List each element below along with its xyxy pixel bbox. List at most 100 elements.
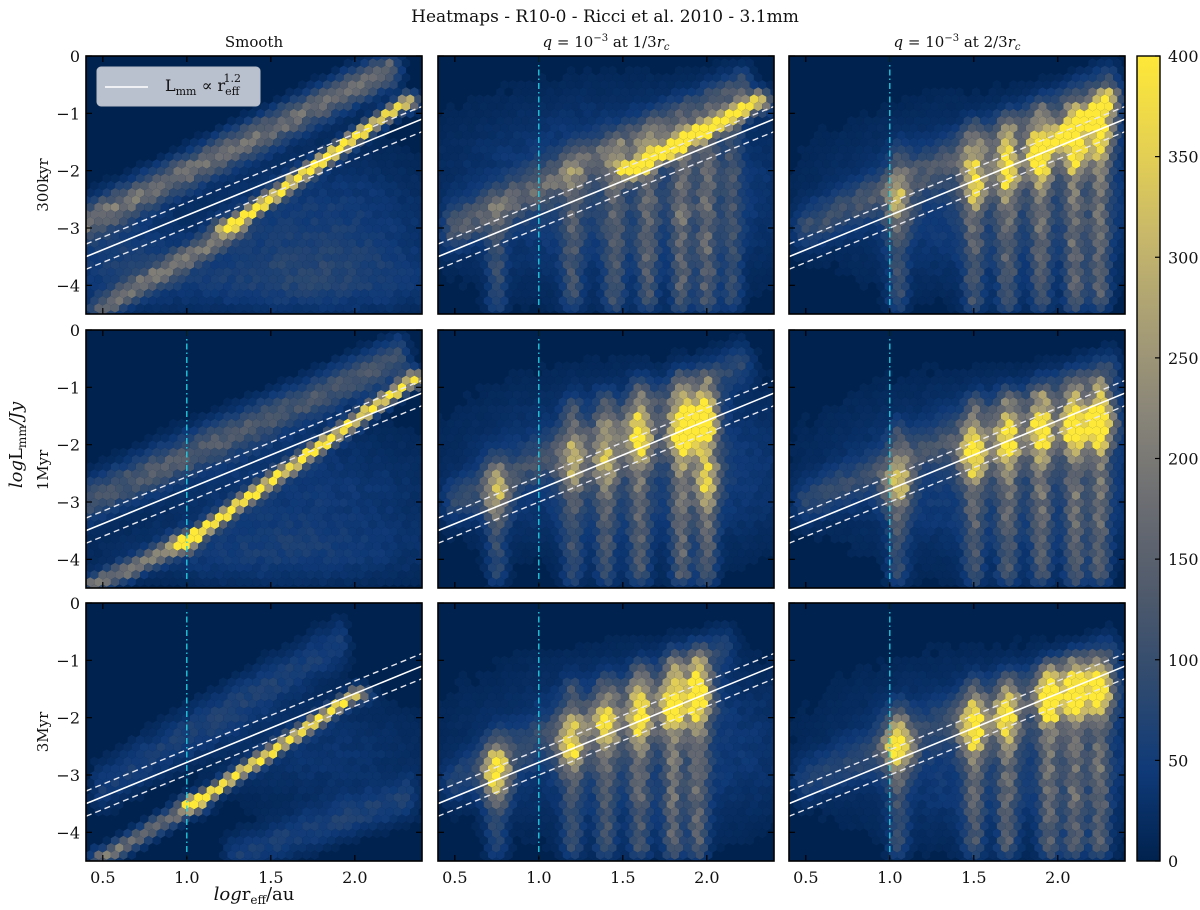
hexbin <box>500 180 509 191</box>
hexbin <box>608 252 617 263</box>
hexbin <box>401 548 411 558</box>
hexbin <box>277 130 286 140</box>
hexbin <box>758 123 767 133</box>
hexbin <box>521 116 530 126</box>
hexbin <box>302 173 311 184</box>
hexbin <box>90 310 99 314</box>
hexbin <box>123 454 132 465</box>
hexbin <box>1088 288 1097 299</box>
hexbin <box>897 288 906 299</box>
hexbin <box>418 534 422 544</box>
hexbin <box>992 209 1001 220</box>
hexbin <box>98 267 107 277</box>
hexbin <box>165 166 174 176</box>
hexbin <box>620 72 630 83</box>
hexbin <box>980 116 989 126</box>
hexbin <box>446 116 455 126</box>
hexbin <box>381 195 390 205</box>
hexbin <box>339 310 348 314</box>
hexbin <box>406 180 415 191</box>
hexbin <box>1084 166 1093 176</box>
hexbin <box>938 159 947 169</box>
hexbin <box>177 505 186 515</box>
hexbin <box>479 159 488 169</box>
hexbin <box>695 101 704 112</box>
hexbin <box>418 217 422 226</box>
hexbin <box>699 209 709 220</box>
hexbin <box>314 570 323 580</box>
hexbin <box>397 252 407 263</box>
hexbin <box>951 281 960 292</box>
hexbin <box>826 224 835 234</box>
hexbin <box>360 462 369 472</box>
hexbin <box>306 224 315 234</box>
hexbin <box>1113 202 1122 212</box>
hexbin <box>558 137 567 148</box>
hexbin <box>971 245 981 256</box>
hexbin <box>244 144 253 155</box>
hexbin <box>1067 267 1076 277</box>
hexbin <box>679 144 688 155</box>
hexbin <box>608 123 617 133</box>
hexbin <box>855 144 864 155</box>
hexbin <box>119 274 128 284</box>
hexbin <box>343 505 352 515</box>
hexbin <box>214 267 224 277</box>
hexbin <box>546 231 555 241</box>
hexbin <box>194 274 203 284</box>
hexbin <box>202 534 211 544</box>
hexbin <box>322 281 332 292</box>
hexbin <box>343 274 352 284</box>
hexbin <box>418 433 422 443</box>
hexbin <box>135 188 145 198</box>
hexbin <box>525 296 534 306</box>
hexbin <box>377 116 386 126</box>
hexbin <box>508 123 517 133</box>
hexbin <box>504 231 513 241</box>
hexbin <box>996 87 1006 97</box>
hexbin <box>521 101 530 112</box>
hexbin <box>306 411 315 422</box>
hexbin <box>984 281 993 292</box>
hexbin <box>135 447 145 458</box>
hexbin <box>110 548 120 558</box>
hexbin <box>868 267 877 277</box>
hexbin <box>260 288 269 299</box>
hexbin <box>558 209 567 220</box>
hexbin <box>273 555 282 566</box>
hexbin <box>770 217 774 226</box>
hexbin <box>789 202 798 212</box>
hexbin <box>749 267 759 277</box>
hexbin <box>293 447 303 458</box>
hexbin <box>106 281 116 292</box>
hexbin <box>720 274 729 284</box>
hexbin <box>223 397 232 407</box>
hexbin <box>165 252 174 263</box>
hexbin <box>479 144 488 155</box>
hexbin <box>231 195 240 205</box>
hexbin <box>479 303 488 313</box>
hexbin <box>554 188 563 198</box>
hexbin <box>289 252 298 263</box>
hexbin <box>612 87 621 97</box>
hexbin <box>360 390 369 400</box>
hexbin <box>980 231 989 241</box>
hexbin <box>414 152 422 162</box>
hexbin <box>368 375 377 386</box>
hexbin <box>876 137 885 148</box>
hexbin <box>475 195 484 205</box>
hexbin <box>793 180 802 191</box>
hexbin <box>298 541 307 551</box>
hexbin <box>550 137 559 148</box>
hexbin <box>984 195 993 205</box>
hexbin <box>1092 80 1101 90</box>
hexbin <box>762 159 771 169</box>
hexbin <box>1050 108 1060 119</box>
hexbin <box>813 260 823 270</box>
hexbin <box>206 498 215 508</box>
hexbin <box>393 188 402 198</box>
hexbin <box>414 526 422 537</box>
hexbin <box>687 202 696 212</box>
hexbin <box>169 519 178 530</box>
hexbin <box>314 498 323 508</box>
